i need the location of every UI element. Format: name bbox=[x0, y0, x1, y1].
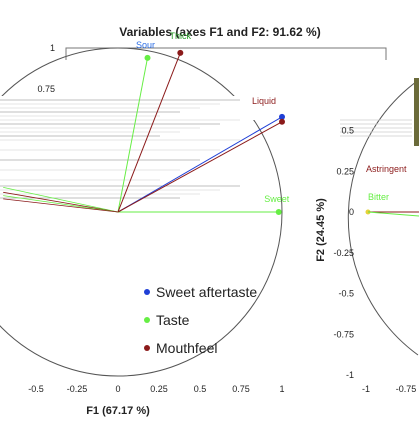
x-tick-label: 0.75 bbox=[232, 384, 250, 394]
point-label: Thick bbox=[170, 31, 192, 41]
legend-entry: Mouthfeel bbox=[156, 340, 217, 356]
x-tick-label: 0.5 bbox=[194, 384, 207, 394]
y-tick-label: 0.5 bbox=[341, 126, 354, 136]
x-tick-label: -0.5 bbox=[28, 384, 44, 394]
x-tick-label: 0 bbox=[115, 384, 120, 394]
loading-vector bbox=[117, 116, 283, 213]
point-label: Sour bbox=[136, 40, 155, 50]
loading-point bbox=[177, 49, 184, 56]
y-axis-label: F2 (24.45 %) bbox=[315, 198, 327, 262]
correlation-circle bbox=[0, 47, 283, 377]
legend-entry: Taste bbox=[156, 312, 190, 328]
y-tick-label: -0.75 bbox=[333, 329, 354, 339]
x-tick-label: 1 bbox=[279, 384, 284, 394]
artifact-vector bbox=[3, 198, 119, 213]
x-tick-label: -0.25 bbox=[67, 384, 88, 394]
point-label: Astringent bbox=[366, 164, 407, 174]
loading-vector bbox=[117, 57, 149, 213]
chart-title: Variables (axes F1 and F2: 91.62 %) bbox=[119, 25, 320, 39]
loading-point bbox=[279, 118, 285, 125]
y-tick-label: -0.5 bbox=[338, 289, 354, 299]
point-label: Bitter bbox=[368, 192, 389, 202]
loading-vector bbox=[117, 52, 181, 213]
y-tick-label: -1 bbox=[346, 370, 354, 380]
loading-vector bbox=[117, 121, 283, 213]
point-label: Sweet bbox=[264, 194, 290, 204]
y-tick-label: -0.25 bbox=[333, 248, 354, 258]
right-correlation-chart: 0.5 0.25 0 -0.25 -0.5 -0.75 -1 -1 -0.75 F2 (24.45… bbox=[300, 64, 419, 423]
y-tick-label: 0.75 bbox=[37, 84, 55, 94]
plot-frame bbox=[65, 47, 387, 60]
legend-entry: Sweet aftertaste bbox=[156, 284, 257, 300]
legend-marker bbox=[144, 317, 150, 323]
loading-point bbox=[144, 54, 151, 61]
x-tick-label: -1 bbox=[362, 384, 370, 394]
artifact-vector bbox=[3, 187, 119, 213]
y-tick-label: 0 bbox=[349, 207, 354, 217]
legend-marker bbox=[144, 289, 150, 295]
correlation-circle-arc bbox=[347, 79, 419, 356]
artifact-vector bbox=[3, 191, 119, 213]
loading-vector bbox=[367, 211, 419, 217]
x-axis-label: F1 (67.17 %) bbox=[86, 405, 150, 417]
loading-point bbox=[275, 209, 282, 215]
y-tick-label: 0.25 bbox=[336, 166, 354, 176]
left-correlation-chart: Variables (axes F1 and F2: 91.62 %) 1 0.75… bbox=[0, 25, 387, 417]
artifact-bar bbox=[414, 78, 419, 146]
y-tick-label: 1 bbox=[50, 43, 55, 53]
x-tick-label: 0.25 bbox=[150, 384, 168, 394]
x-tick-label: -0.75 bbox=[396, 384, 417, 394]
legend-marker bbox=[144, 345, 150, 351]
loading-point bbox=[279, 113, 285, 120]
artifact-vector bbox=[3, 195, 119, 213]
point-label: Liquid bbox=[252, 96, 276, 106]
